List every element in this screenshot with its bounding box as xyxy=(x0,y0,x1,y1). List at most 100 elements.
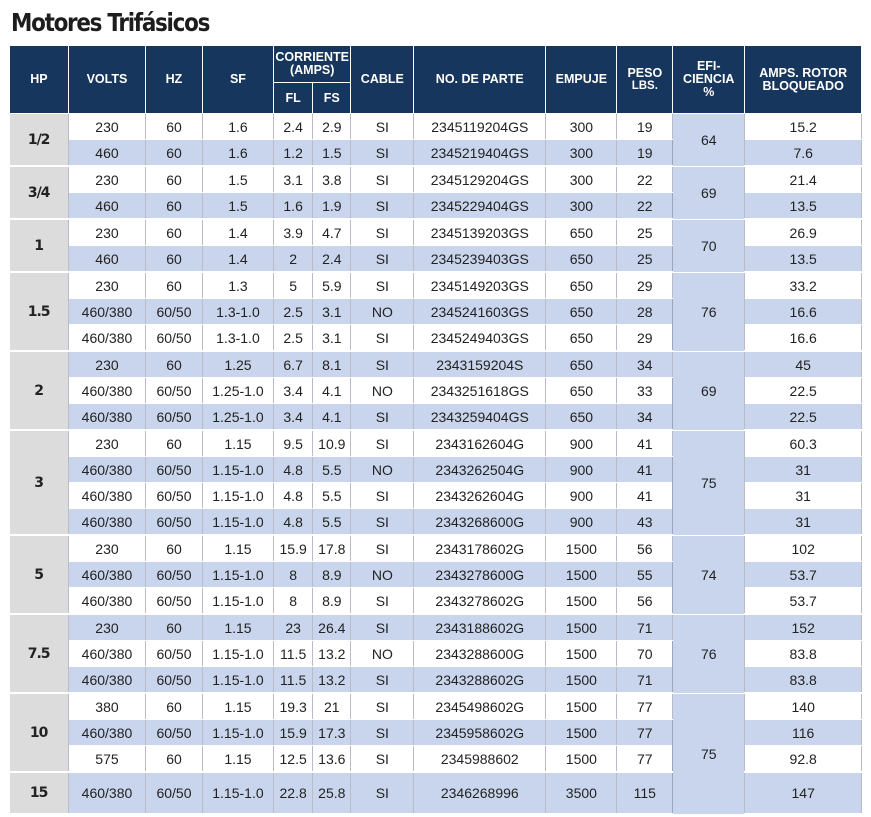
empuje-cell: 1500 xyxy=(545,719,618,746)
empuje-cell: 650 xyxy=(545,351,618,378)
fl-cell: 4.8 xyxy=(273,456,314,483)
efficiency-cell: 76 xyxy=(672,614,746,694)
amps-rotor-cell: 31 xyxy=(744,508,862,536)
cable-cell: SI xyxy=(350,245,415,273)
header-hz: HZ xyxy=(145,45,203,114)
hz-cell: 60/50 xyxy=(145,508,203,536)
fl-cell: 3.1 xyxy=(273,166,314,193)
peso-cell: 41 xyxy=(616,430,674,457)
empuje-cell: 900 xyxy=(545,430,618,457)
cable-cell: NO xyxy=(350,640,415,667)
empuje-cell: 1500 xyxy=(545,535,618,562)
empuje-cell: 1500 xyxy=(545,745,618,773)
hp-cell: 10 xyxy=(9,693,69,773)
hz-cell: 60/50 xyxy=(145,482,203,509)
volts-cell: 460/380 xyxy=(68,456,147,483)
fl-cell: 22.8 xyxy=(273,772,314,815)
sf-cell: 1.15 xyxy=(202,430,275,457)
empuje-cell: 1500 xyxy=(545,587,618,615)
hz-cell: 60/50 xyxy=(145,456,203,483)
amps-rotor-cell: 13.5 xyxy=(744,192,862,220)
fl-cell: 4.8 xyxy=(273,482,314,509)
volts-cell: 460 xyxy=(68,139,147,167)
table-row: 460/380 60/50 1.25-1.0 3.4 4.1 NO 2343251618GS… xyxy=(10,377,862,404)
hz-cell: 60 xyxy=(145,166,203,193)
part-cell: 2343262504G xyxy=(413,456,547,483)
peso-cell: 71 xyxy=(616,614,674,641)
table-row: 15 460/380 60/50 1.15-1.0 22.8 25.8 SI 23462689… xyxy=(9,772,862,815)
header-eficiencia: EFI- CIENCIA % xyxy=(672,45,746,114)
table-row: 460/380 60/50 1.15-1.0 8 8.9 NO 2343278600G 150… xyxy=(10,561,862,588)
header-empuje: EMPUJE xyxy=(545,45,618,114)
table-row: 460/380 60/50 1.3-1.0 2.5 3.1 NO 2345241603GS 6… xyxy=(10,298,862,325)
volts-cell: 460/380 xyxy=(68,324,147,352)
hz-cell: 60 xyxy=(145,745,203,773)
sf-cell: 1.15-1.0 xyxy=(202,772,275,815)
part-cell: 2346268996 xyxy=(413,772,547,815)
hp-cell: 2 xyxy=(9,351,69,431)
table-row: 460/380 60/50 1.15-1.0 4.8 5.5 NO 2343262504G 9… xyxy=(10,456,862,483)
amps-rotor-cell: 31 xyxy=(744,456,862,483)
empuje-cell: 650 xyxy=(545,324,618,352)
hz-cell: 60/50 xyxy=(145,561,203,588)
peso-cell: 34 xyxy=(616,351,674,378)
fs-cell: 25.8 xyxy=(312,772,352,815)
sf-cell: 1.15-1.0 xyxy=(202,640,275,667)
volts-cell: 460/380 xyxy=(68,377,147,404)
amps-rotor-cell: 102 xyxy=(744,535,862,562)
fs-cell: 13.2 xyxy=(312,666,352,694)
volts-cell: 380 xyxy=(68,693,147,720)
fl-cell: 11.5 xyxy=(273,640,314,667)
hp-cell: 3 xyxy=(9,430,69,536)
fs-cell: 5.5 xyxy=(312,508,352,536)
hz-cell: 60 xyxy=(145,351,203,378)
hz-cell: 60 xyxy=(145,693,203,720)
sf-cell: 1.5 xyxy=(202,192,275,220)
fs-cell: 4.7 xyxy=(312,219,352,246)
table-row: 460/380 60/50 1.3-1.0 2.5 3.1 SI 2345249403GS 6… xyxy=(10,324,862,352)
header-amps-line1: AMPS. ROTOR xyxy=(759,65,848,80)
part-cell: 2343288602G xyxy=(413,666,547,694)
part-cell: 2345241603GS xyxy=(413,298,547,325)
sf-cell: 1.15 xyxy=(202,535,275,562)
part-cell: 2343159204S xyxy=(413,351,547,378)
part-cell: 2345498602G xyxy=(413,693,547,720)
fs-cell: 3.1 xyxy=(312,298,352,325)
cable-cell: SI xyxy=(350,219,415,246)
fs-cell: 13.6 xyxy=(312,745,352,773)
part-cell: 2343262604G xyxy=(413,482,547,509)
header-fs: FS xyxy=(312,82,352,114)
cable-cell: SI xyxy=(350,508,415,536)
fs-cell: 5.5 xyxy=(312,482,352,509)
fs-cell: 10.9 xyxy=(312,430,352,457)
cable-cell: SI xyxy=(350,113,415,140)
volts-cell: 460/380 xyxy=(68,640,147,667)
hz-cell: 60 xyxy=(145,614,203,641)
part-cell: 2345139203GS xyxy=(413,219,547,246)
cable-cell: SI xyxy=(350,139,415,167)
hz-cell: 60/50 xyxy=(145,298,203,325)
amps-rotor-cell: 16.6 xyxy=(744,324,862,352)
table-header: HP VOLTS HZ SF CORRIENTE (AMPS) CABLE NO… xyxy=(9,45,862,114)
efficiency-cell: 69 xyxy=(672,351,746,431)
fs-cell: 8.9 xyxy=(312,561,352,588)
part-cell: 2343278600G xyxy=(413,561,547,588)
efficiency-cell: 74 xyxy=(672,535,746,615)
table-row: 460 60 1.5 1.6 1.9 SI 2345229404GS 300 22 13.5 xyxy=(10,192,862,220)
peso-cell: 115 xyxy=(616,772,674,815)
empuje-cell: 300 xyxy=(545,166,618,193)
cable-cell: SI xyxy=(350,272,415,299)
fs-cell: 8.9 xyxy=(312,587,352,615)
amps-rotor-cell: 147 xyxy=(744,772,862,815)
amps-rotor-cell: 21.4 xyxy=(744,166,862,193)
empuje-cell: 1500 xyxy=(545,640,618,667)
volts-cell: 460/380 xyxy=(68,561,147,588)
table-row: 10 380 60 1.15 19.3 21 SI 2345498602G 1500 77 75 14… xyxy=(9,693,862,815)
sf-cell: 1.15 xyxy=(202,693,275,720)
cable-cell: SI xyxy=(350,430,415,457)
fs-cell: 1.5 xyxy=(312,139,352,167)
table-row: 5 230 60 1.15 15.9 17.8 SI 2343178602G 1500 56 74 1… xyxy=(9,535,862,615)
volts-cell: 230 xyxy=(68,614,147,641)
fs-cell: 2.9 xyxy=(312,113,352,140)
part-cell: 2345149203GS xyxy=(413,272,547,299)
